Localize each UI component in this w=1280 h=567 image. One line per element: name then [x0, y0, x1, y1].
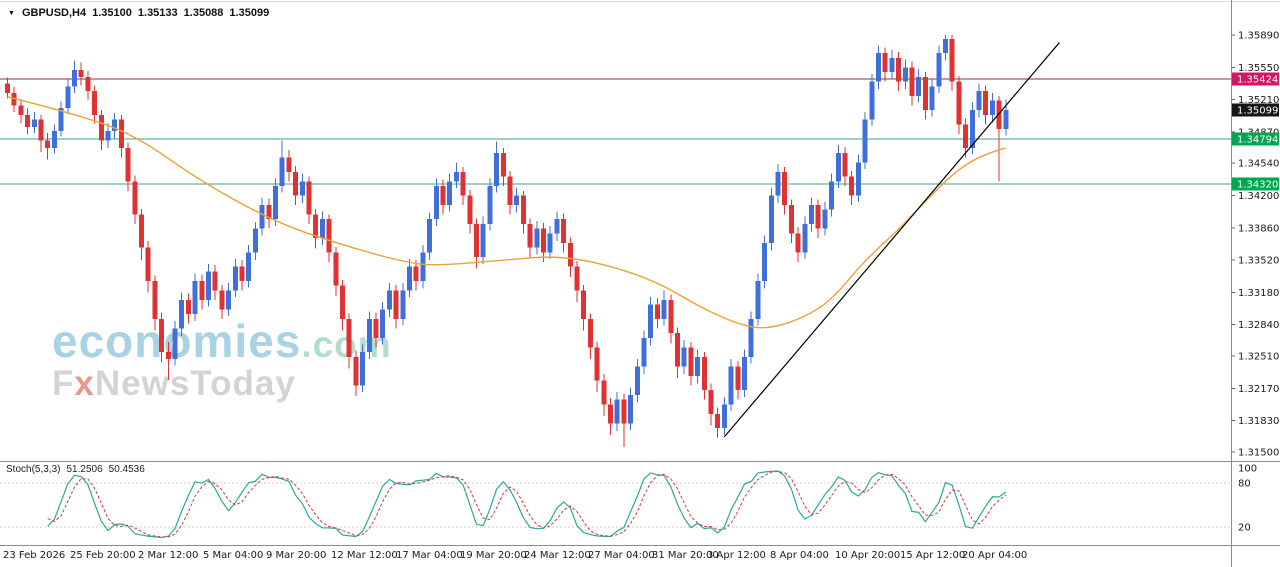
price-tick-label: 1.32170: [1238, 384, 1279, 395]
stoch-k-value: 51.2506: [66, 464, 103, 475]
time-axis[interactable]: 23 Feb 2026 25 Feb 20:00 2 Mar 12:00 5 Mar …: [3, 550, 1027, 561]
watermark-tagline: FxNewsToday: [52, 366, 392, 401]
time-axis-label: 31 Mar 20:00: [652, 550, 719, 561]
price-tick-label: 1.33520: [1238, 256, 1279, 267]
trendline[interactable]: [723, 42, 1060, 438]
time-axis-label: 25 Feb 20:00: [70, 550, 136, 561]
price-badge: 1.34794: [1232, 132, 1279, 146]
svg-text:1.34320: 1.34320: [1237, 180, 1278, 191]
symbol-info-bar: ▼ GBPUSD,H4 1.35100 1.35133 1.35088 1.35…: [8, 7, 269, 19]
ohlc-high: 1.35133: [137, 7, 178, 19]
stoch-scale-label: 80: [1238, 478, 1251, 489]
price-axis[interactable]: 1.358901.355501.352101.348701.345401.342…: [1231, 30, 1279, 458]
time-axis-label: 24 Mar 12:00: [524, 550, 591, 561]
price-badge: 1.35099: [1232, 103, 1279, 117]
time-axis-label: 3 Apr 12:00: [707, 550, 766, 561]
svg-text:1.35099: 1.35099: [1237, 106, 1278, 117]
stoch-scale-label: 20: [1238, 523, 1251, 534]
stoch-d-value: 50.4536: [108, 464, 145, 475]
time-axis-label: 17 Mar 04:00: [396, 550, 463, 561]
level-lines-layer: [0, 78, 1231, 185]
time-axis-label: 23 Feb 2026: [3, 550, 65, 561]
stoch-scale[interactable]: 100 80 20: [1238, 464, 1257, 534]
symbol-name: GBPUSD,H4: [21, 7, 87, 19]
stoch-main-line: [47, 470, 1007, 539]
price-tick-label: 1.35210: [1238, 95, 1279, 106]
price-tick-label: 1.35550: [1238, 63, 1279, 74]
chart-shift-triangle-icon: ▼: [8, 9, 15, 17]
price-tick-label: 1.34200: [1238, 191, 1279, 202]
ohlc-low: 1.35088: [183, 7, 224, 19]
time-axis-label: 19 Mar 20:00: [460, 550, 527, 561]
stoch-signal-line: [47, 470, 1007, 538]
svg-text:1.34794: 1.34794: [1237, 135, 1278, 146]
time-axis-label: 12 Mar 12:00: [331, 550, 398, 561]
price-badge: 1.34320: [1232, 177, 1279, 191]
time-axis-label: 2 Mar 12:00: [138, 550, 198, 561]
watermark-tagline-x: x: [74, 364, 95, 403]
stoch-indicator-label: Stoch(5,3,3) 51.2506 50.4536: [6, 464, 145, 475]
candlesticks-layer: [5, 34, 1009, 448]
price-tick-label: 1.33860: [1238, 223, 1279, 234]
time-axis-label: 15 Apr 12:00: [900, 550, 965, 561]
time-axis-label: 20 Apr 04:00: [962, 550, 1027, 561]
ohlc-open: 1.35100: [92, 7, 132, 19]
stoch-scale-label: 100: [1238, 464, 1257, 475]
price-badge: 1.35424: [1232, 72, 1279, 86]
price-tick-label: 1.31830: [1238, 416, 1279, 427]
svg-text:1.35424: 1.35424: [1237, 75, 1278, 86]
price-tick-label: 1.34540: [1238, 159, 1279, 170]
stoch-name: Stoch(5,3,3): [6, 464, 61, 475]
ohlc-close: 1.35099: [229, 7, 270, 19]
time-axis-label: 27 Mar 04:00: [588, 550, 655, 561]
watermark-tagline-rest: NewsToday: [94, 364, 296, 403]
time-axis-label: 8 Apr 04:00: [770, 550, 829, 561]
time-axis-label: 9 Mar 20:00: [266, 550, 326, 561]
price-tick-label: 1.35890: [1238, 30, 1279, 41]
price-tick-label: 1.32840: [1238, 320, 1279, 331]
stoch-levels-layer: [0, 482, 1231, 528]
price-tick-label: 1.32510: [1238, 352, 1279, 363]
price-tick-label: 1.33180: [1238, 288, 1279, 299]
time-axis-label: 5 Mar 04:00: [203, 550, 263, 561]
watermark-tagline-f: F: [52, 364, 75, 403]
price-tick-label: 1.31500: [1238, 447, 1279, 458]
time-axis-label: 10 Apr 20:00: [835, 550, 900, 561]
